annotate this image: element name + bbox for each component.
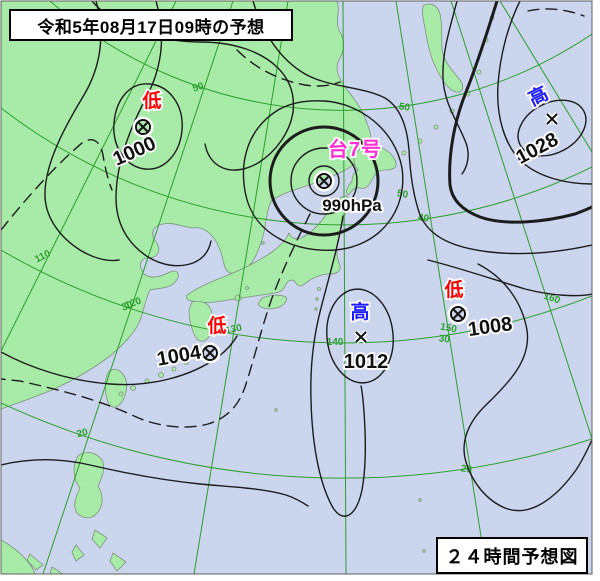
low-label: 低: [141, 89, 161, 112]
meridian-170e: [499, 1, 592, 153]
low-center-symbol: [132, 116, 154, 138]
lat-label-30e: 30: [438, 333, 451, 345]
isobars-dashed: [1, 8, 585, 428]
meridian-120e: [42, 1, 234, 574]
typhoon-pressure-value: 990hPa: [322, 196, 382, 215]
philippine-islands: [26, 529, 127, 574]
bold-isobar-high: [448, 1, 592, 224]
parallel-20n: [1, 402, 592, 479]
shikoku: [257, 294, 287, 310]
isobars: [1, 1, 592, 517]
map-frame: [0, 0, 593, 575]
lat-label-30w: 30: [120, 300, 134, 314]
typhoon-label: 台7号: [328, 137, 382, 161]
low-label: 低: [443, 278, 463, 301]
parallel-30n: [1, 249, 592, 344]
lon-label-140: 140: [327, 337, 344, 348]
lat-label-20w: 20: [76, 427, 90, 440]
low-center-symbol: [199, 342, 221, 364]
landmasses: [1, 1, 495, 574]
parallel-50n: [49, 1, 592, 111]
chart-type-label: ２４時間予想図: [445, 546, 579, 567]
high-center-symbol: [354, 330, 368, 344]
meridian-130e: [193, 1, 289, 574]
typhoon-center-symbol: [313, 170, 335, 192]
chart-title-box: 令和5年08月17日09時の予想: [9, 9, 293, 41]
chart-type-box: ２４時間予想図: [436, 537, 588, 574]
lon-label-150: 150: [439, 322, 458, 336]
high-center-symbol: [545, 112, 559, 126]
low-pressure-value: 1008: [467, 313, 514, 341]
low-center-symbol: [447, 303, 469, 325]
low-label: 低: [206, 314, 226, 337]
lon-label-130: 130: [224, 323, 243, 337]
meridian-150e: [395, 1, 488, 574]
asian-continent: [1, 1, 372, 410]
luzon: [73, 452, 105, 519]
lat-label-50e: 50: [398, 101, 411, 114]
lat-label-50w: 50: [191, 81, 205, 95]
chart-title: 令和5年08月17日09時の予想: [37, 17, 265, 37]
high-pressure-value: 1012: [344, 351, 389, 373]
meridian-160e: [450, 1, 592, 440]
lon-label-150n: 50: [396, 188, 409, 201]
high-label: 高: [350, 300, 369, 323]
sakhalin: [422, 3, 464, 93]
meridian-110e: [1, 1, 177, 353]
bold-isobar-typhoon: [268, 125, 380, 237]
hokkaido: [345, 145, 397, 196]
